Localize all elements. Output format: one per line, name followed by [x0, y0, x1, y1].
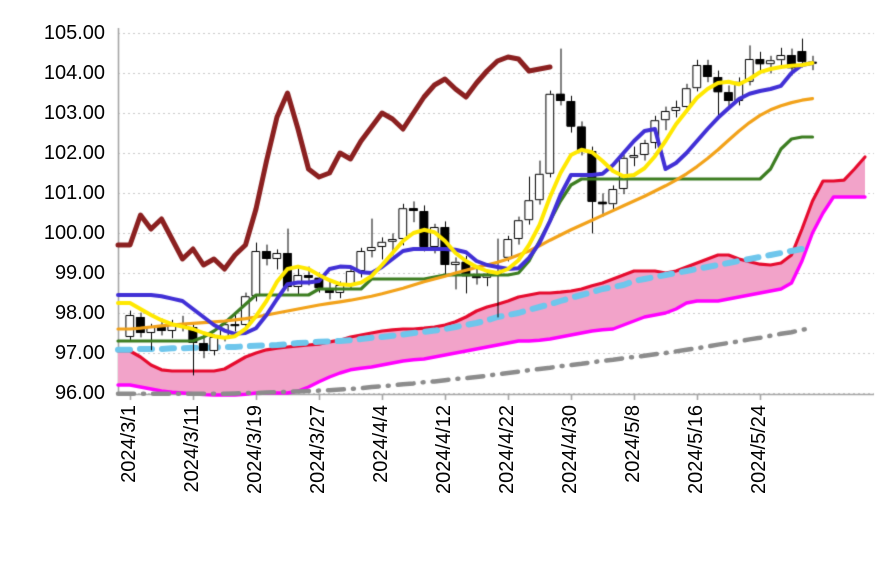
y-tick-label: 99.00	[54, 262, 105, 284]
x-tick-label: 2024/3/27	[307, 405, 329, 494]
x-tick-label: 2024/5/16	[685, 405, 707, 494]
y-tick-label: 96.00	[54, 382, 105, 404]
y-tick-label: 105.00	[43, 22, 105, 44]
x-tick-label: 2024/3/19	[244, 405, 266, 494]
y-tick-label: 103.00	[43, 102, 105, 124]
x-tick-label: 2024/3/11	[181, 405, 203, 493]
y-tick-label: 102.00	[43, 142, 105, 164]
x-tick-label: 2024/5/24	[748, 405, 770, 494]
y-tick-label: 104.00	[43, 62, 105, 84]
y-tick-label: 100.00	[43, 222, 105, 244]
x-tick-label: 2024/3/1	[118, 405, 140, 483]
x-tick-label: 2024/4/4	[370, 405, 392, 483]
x-tick-label: 2024/4/12	[433, 405, 455, 494]
x-tick-label: 2024/4/30	[559, 405, 581, 494]
x-tick-label: 2024/4/22	[496, 405, 518, 494]
y-tick-label: 98.00	[54, 302, 105, 324]
y-tick-label: 101.00	[43, 182, 105, 204]
y-tick-label: 97.00	[54, 342, 105, 364]
x-tick-label: 2024/5/8	[622, 405, 644, 483]
